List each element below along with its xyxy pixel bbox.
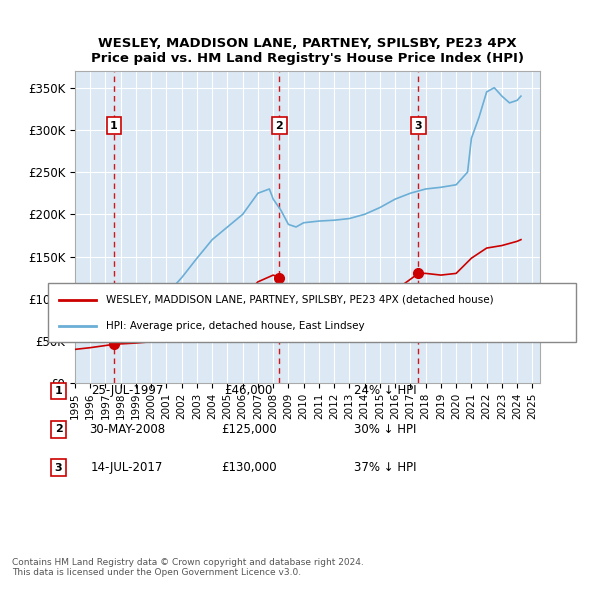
Text: 2: 2 — [55, 424, 62, 434]
Text: 3: 3 — [55, 463, 62, 473]
Text: 30-MAY-2008: 30-MAY-2008 — [89, 422, 165, 436]
FancyBboxPatch shape — [48, 283, 576, 342]
Text: 14-JUL-2017: 14-JUL-2017 — [91, 461, 163, 474]
Text: £125,000: £125,000 — [221, 422, 277, 436]
Text: 3: 3 — [415, 121, 422, 130]
Text: 24% ↓ HPI: 24% ↓ HPI — [354, 384, 417, 398]
Text: HPI: Average price, detached house, East Lindsey: HPI: Average price, detached house, East… — [106, 321, 365, 330]
Text: 25-JUL-1997: 25-JUL-1997 — [91, 384, 163, 398]
Text: £130,000: £130,000 — [221, 461, 277, 474]
Title: WESLEY, MADDISON LANE, PARTNEY, SPILSBY, PE23 4PX
Price paid vs. HM Land Registr: WESLEY, MADDISON LANE, PARTNEY, SPILSBY,… — [91, 38, 524, 65]
Text: 30% ↓ HPI: 30% ↓ HPI — [354, 422, 416, 436]
Text: 37% ↓ HPI: 37% ↓ HPI — [354, 461, 417, 474]
Text: 1: 1 — [110, 121, 118, 130]
Text: £46,000: £46,000 — [224, 384, 273, 398]
Text: WESLEY, MADDISON LANE, PARTNEY, SPILSBY, PE23 4PX (detached house): WESLEY, MADDISON LANE, PARTNEY, SPILSBY,… — [106, 295, 494, 304]
Text: Contains HM Land Registry data © Crown copyright and database right 2024.
This d: Contains HM Land Registry data © Crown c… — [12, 558, 364, 577]
Text: 1: 1 — [55, 386, 62, 396]
Text: 2: 2 — [275, 121, 283, 130]
